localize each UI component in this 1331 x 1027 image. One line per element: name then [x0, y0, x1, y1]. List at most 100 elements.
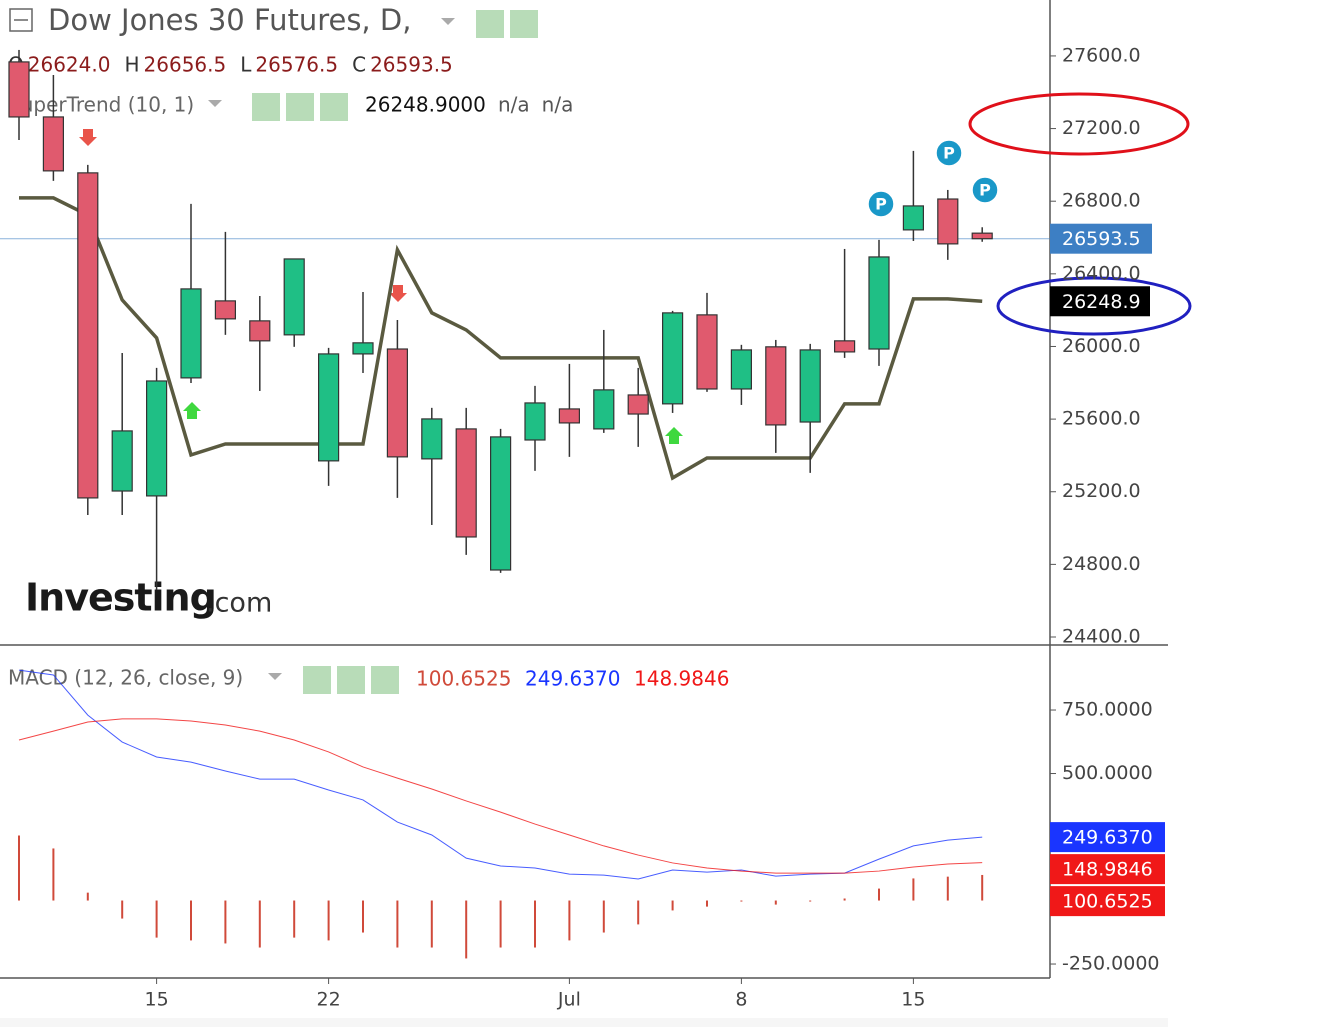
histogram-bar	[293, 900, 296, 938]
histogram-bar	[465, 900, 468, 959]
highlight-ellipse	[996, 276, 1192, 336]
candle-body	[937, 198, 959, 245]
buy-arrow	[665, 427, 683, 444]
dropdown-arrow[interactable]	[268, 673, 282, 680]
y-tick-label: 25600.0	[1062, 408, 1141, 430]
histogram-bar	[155, 900, 158, 938]
candle-body	[8, 61, 30, 118]
histogram-bar	[396, 900, 399, 948]
settings-icon[interactable]	[252, 93, 280, 121]
settings-icon[interactable]	[320, 93, 348, 121]
macd-line	[18, 718, 983, 874]
indicator-value: 100.6525	[416, 667, 511, 691]
footer-strip	[0, 1018, 1168, 1027]
candle-body	[352, 342, 374, 355]
ohlc-key: L	[240, 53, 252, 77]
candle-body	[971, 232, 993, 240]
indicator-name: MACD (12, 26, close, 9)	[8, 666, 243, 690]
histogram-bar	[912, 878, 915, 901]
histogram-bar	[190, 900, 192, 941]
sell-arrow	[79, 129, 97, 146]
histogram-bar	[327, 900, 330, 941]
chart-title: Dow Jones 30 Futures, D,	[48, 3, 411, 37]
candle-body	[902, 205, 925, 231]
ohlc-value: 26624.0	[28, 53, 111, 77]
y-tick-label: 24400.0	[1062, 626, 1141, 648]
dropdown-arrow[interactable]	[208, 100, 222, 107]
y-tick-label: 26800.0	[1062, 190, 1141, 212]
price-badge-label: 26248.9	[1062, 291, 1141, 313]
histogram-bar	[774, 900, 777, 905]
candle-body	[214, 300, 236, 320]
highlight-ellipse	[968, 92, 1190, 156]
collapse-icon[interactable]	[9, 8, 33, 32]
ohlc-key: H	[124, 53, 139, 77]
sell-arrow	[389, 285, 407, 302]
macd-line	[18, 669, 983, 880]
dropdown-arrow[interactable]	[441, 18, 455, 25]
histogram-bar	[843, 898, 846, 901]
settings-icon[interactable]	[303, 666, 331, 694]
ohlc-value: 26656.5	[144, 53, 227, 77]
candle-body	[42, 116, 65, 172]
x-tick-label: 15	[145, 989, 169, 1011]
histogram-bar	[430, 900, 433, 948]
candle-body	[490, 436, 512, 571]
indicator-value: 148.9846	[634, 667, 729, 691]
price-badge-label: 26593.5	[1062, 228, 1141, 250]
candle-body	[799, 349, 821, 423]
y-tick-label: -250.0000	[1062, 953, 1160, 975]
histogram-bar	[706, 900, 708, 907]
candle-body	[868, 256, 890, 350]
y-tick-label: 25200.0	[1062, 480, 1141, 502]
indicator-name: SuperTrend (10, 1)	[8, 93, 194, 117]
ohlc-value: 26593.5	[370, 53, 453, 77]
logo-suffix: .com	[206, 588, 272, 619]
ohlc-key: C	[352, 53, 366, 77]
x-tick-label: 22	[317, 989, 341, 1011]
settings-icon[interactable]	[286, 93, 314, 121]
candle-body	[421, 418, 443, 460]
settings-icon[interactable]	[476, 10, 504, 38]
histogram-bar	[637, 900, 640, 925]
price-badge	[1050, 822, 1165, 853]
histogram-bar	[534, 900, 536, 948]
y-tick-label: 27600.0	[1062, 44, 1141, 66]
histogram-bar	[499, 900, 502, 948]
histogram-bar	[740, 900, 743, 902]
candle-body	[77, 172, 99, 499]
candle-body	[249, 320, 271, 342]
pivot-badge	[867, 190, 895, 218]
x-tick-label: 15	[901, 989, 925, 1011]
settings-icon[interactable]	[510, 10, 538, 38]
price-badge	[1050, 286, 1150, 317]
candle-body	[111, 430, 133, 492]
settings-icon[interactable]	[337, 666, 365, 694]
histogram-bar	[52, 848, 55, 901]
price-badge-label: 249.6370	[1062, 827, 1153, 849]
histogram-bar	[568, 900, 571, 941]
candle-body	[765, 346, 787, 426]
indicator-value: 249.6370	[525, 667, 620, 691]
indicator-value: 26248.9000	[365, 93, 486, 117]
candle-body	[730, 349, 753, 390]
price-badge	[1050, 223, 1152, 254]
supertrend-line	[19, 196, 983, 481]
buy-arrow	[183, 402, 201, 419]
candle-body	[696, 314, 718, 390]
histogram-bar	[224, 900, 227, 944]
y-tick-label: 26400.0	[1062, 262, 1141, 284]
settings-icon[interactable]	[371, 666, 399, 694]
histogram-bar	[981, 874, 984, 901]
y-tick-label: 500.0000	[1062, 762, 1153, 784]
ohlc-value: 26576.5	[255, 53, 338, 77]
candle-body	[180, 288, 202, 379]
histogram-bar	[121, 900, 124, 919]
histogram-bar	[878, 888, 880, 901]
candle-body	[661, 312, 684, 405]
pivot-label: P	[875, 195, 887, 214]
candle-body	[455, 428, 477, 538]
candle-body	[146, 380, 168, 497]
pivot-badge	[971, 176, 999, 204]
